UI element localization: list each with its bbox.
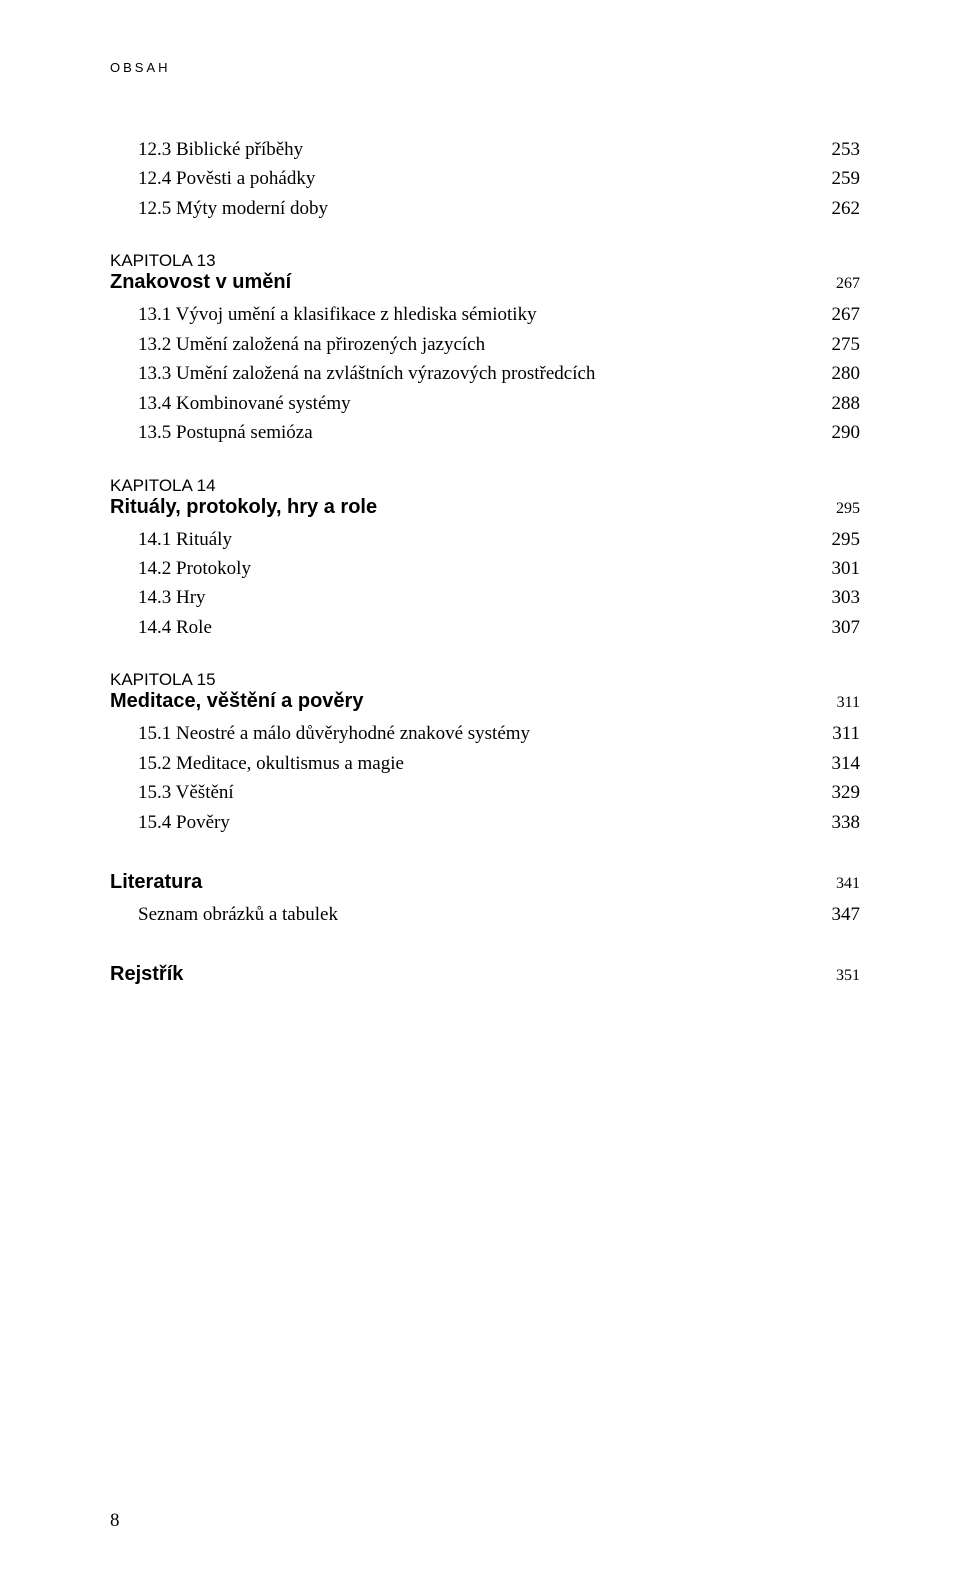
toc-item-page: 307: [832, 613, 861, 642]
backmatter-page: 341: [836, 875, 860, 893]
toc-item-label: 15.2 Meditace, okultismus a magie: [138, 749, 404, 778]
toc-item: 14.4 Role 307: [110, 613, 860, 642]
toc-item: 14.2 Protokoly 301: [110, 554, 860, 583]
chapter-title-line: Znakovost v umění 267: [110, 271, 860, 294]
chapter-title-page: 295: [836, 500, 860, 518]
toc-item-label: 14.3 Hry: [138, 583, 206, 612]
toc-item: 15.2 Meditace, okultismus a magie 314: [110, 749, 860, 778]
toc-item-page: 288: [832, 389, 861, 418]
chapter-title-line: Meditace, věštění a pověry 311: [110, 690, 860, 713]
toc-item-label: 12.3 Biblické příběhy: [138, 135, 303, 164]
toc-item: 12.4 Pověsti a pohádky 259: [110, 164, 860, 193]
chapter-label: KAPITOLA 15: [110, 670, 860, 690]
toc-item-label: 13.4 Kombinované systémy: [138, 389, 351, 418]
toc-item: Seznam obrázků a tabulek 347: [110, 900, 860, 929]
chapter-12-items: 12.3 Biblické příběhy 253 12.4 Pověsti a…: [110, 135, 860, 223]
toc-item-label: 13.1 Vývoj umění a klasifikace z hledisk…: [138, 300, 537, 329]
toc-item-page: 329: [832, 778, 861, 807]
toc-item: 13.1 Vývoj umění a klasifikace z hledisk…: [110, 300, 860, 329]
toc-item: 15.3 Věštění 329: [110, 778, 860, 807]
toc-item-page: 253: [832, 135, 861, 164]
toc-item-page: 267: [832, 300, 861, 329]
toc-item-label: 14.4 Role: [138, 613, 212, 642]
chapter-title-page: 311: [837, 694, 860, 712]
backmatter-title: Rejstřík: [110, 963, 183, 986]
backmatter-page: 351: [836, 967, 860, 985]
toc-item-page: 280: [832, 359, 861, 388]
toc-item-page: 314: [832, 749, 861, 778]
toc-item-page: 338: [832, 808, 861, 837]
toc-item: 14.3 Hry 303: [110, 583, 860, 612]
backmatter-title: Literatura: [110, 871, 202, 894]
toc-item-label: 14.2 Protokoly: [138, 554, 251, 583]
backmatter-rejstrik: Rejstřík 351: [110, 963, 860, 986]
chapter-14: KAPITOLA 14 Rituály, protokoly, hry a ro…: [110, 476, 860, 643]
toc-item-label: Seznam obrázků a tabulek: [138, 900, 338, 929]
toc-item: 13.2 Umění založená na přirozených jazyc…: [110, 330, 860, 359]
toc-item-page: 295: [832, 525, 861, 554]
toc-item: 13.5 Postupná semióza 290: [110, 418, 860, 447]
toc-item-page: 311: [832, 719, 860, 748]
toc-item-label: 14.1 Rituály: [138, 525, 232, 554]
toc-item: 12.3 Biblické příběhy 253: [110, 135, 860, 164]
backmatter-title-line: Rejstřík 351: [110, 963, 860, 986]
page-header: OBSAH: [110, 60, 860, 75]
toc-item-page: 347: [832, 900, 861, 929]
chapter-label: KAPITOLA 14: [110, 476, 860, 496]
chapter-15: KAPITOLA 15 Meditace, věštění a pověry 3…: [110, 670, 860, 837]
chapter-title-page: 267: [836, 275, 860, 293]
toc-item-label: 15.3 Věštění: [138, 778, 234, 807]
chapter-title-line: Rituály, protokoly, hry a role 295: [110, 496, 860, 519]
toc-item-label: 15.1 Neostré a málo důvěryhodné znakové …: [138, 719, 530, 748]
toc-item-label: 13.5 Postupná semióza: [138, 418, 313, 447]
chapter-13: KAPITOLA 13 Znakovost v umění 267 13.1 V…: [110, 251, 860, 447]
toc-item-label: 13.3 Umění založená na zvláštních výrazo…: [138, 359, 595, 388]
toc-item-page: 303: [832, 583, 861, 612]
chapter-title: Znakovost v umění: [110, 271, 291, 294]
toc-item-label: 12.5 Mýty moderní doby: [138, 194, 328, 223]
toc-item-label: 13.2 Umění založená na přirozených jazyc…: [138, 330, 485, 359]
toc-item: 15.4 Pověry 338: [110, 808, 860, 837]
toc-item-page: 301: [832, 554, 861, 583]
backmatter-literatura: Literatura 341 Seznam obrázků a tabulek …: [110, 871, 860, 929]
toc-item-page: 262: [832, 194, 861, 223]
toc-item-page: 275: [832, 330, 861, 359]
toc-item: 13.3 Umění založená na zvláštních výrazo…: [110, 359, 860, 388]
page-number: 8: [110, 1510, 120, 1532]
toc-item: 15.1 Neostré a málo důvěryhodné znakové …: [110, 719, 860, 748]
chapter-title: Meditace, věštění a pověry: [110, 690, 363, 713]
toc-item-label: 15.4 Pověry: [138, 808, 230, 837]
toc-item: 12.5 Mýty moderní doby 262: [110, 194, 860, 223]
chapter-label: KAPITOLA 13: [110, 251, 860, 271]
backmatter-title-line: Literatura 341: [110, 871, 860, 894]
toc-item: 14.1 Rituály 295: [110, 525, 860, 554]
toc-item-label: 12.4 Pověsti a pohádky: [138, 164, 315, 193]
toc-item-page: 290: [832, 418, 861, 447]
chapter-title: Rituály, protokoly, hry a role: [110, 496, 377, 519]
toc-item-page: 259: [832, 164, 861, 193]
toc-item: 13.4 Kombinované systémy 288: [110, 389, 860, 418]
